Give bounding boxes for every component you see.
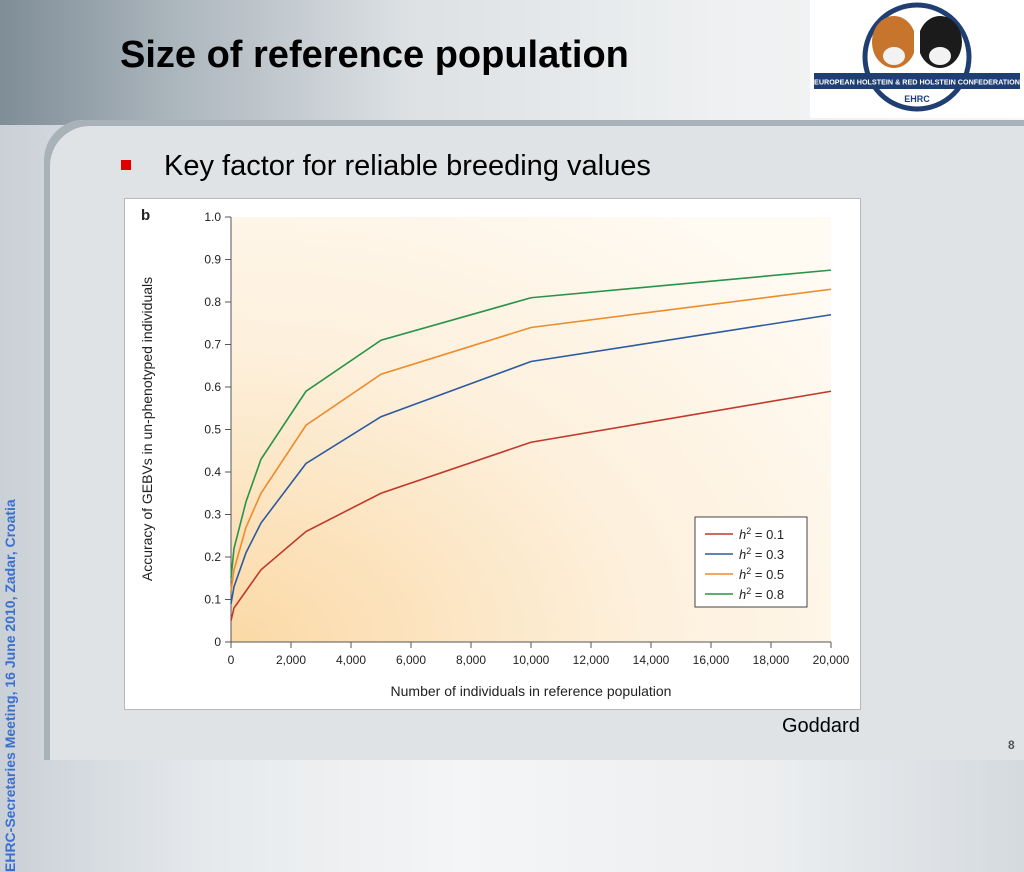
legend-label: h2 = 0.3 — [739, 546, 784, 562]
legend-label: h2 = 0.8 — [739, 586, 784, 602]
ehrc-logo: EUROPEAN HOLSTEIN & RED HOLSTEIN CONFEDE… — [810, 0, 1024, 118]
y-tick-label: 0 — [214, 635, 221, 649]
y-tick-label: 0.2 — [204, 550, 221, 564]
x-tick-label: 2,000 — [276, 653, 306, 667]
y-tick-label: 1.0 — [204, 210, 221, 224]
credit-text: Goddard — [782, 715, 860, 737]
y-tick-label: 0.5 — [204, 423, 221, 437]
y-tick-label: 0.8 — [204, 295, 221, 309]
y-axis-label: Accuracy of GEBVs in un-phenotyped indiv… — [139, 277, 155, 581]
y-tick-label: 0.4 — [204, 465, 221, 479]
y-tick-label: 0.1 — [204, 593, 221, 607]
svg-text:EHRC: EHRC — [904, 94, 930, 104]
x-tick-label: 18,000 — [753, 653, 790, 667]
bullet-text: Key factor for reliable breeding values — [164, 150, 651, 182]
y-tick-label: 0.6 — [204, 380, 221, 394]
x-axis-label: Number of individuals in reference popul… — [391, 683, 672, 699]
page-number: 8 — [1008, 738, 1015, 752]
legend-box — [694, 516, 808, 608]
y-tick-label: 0.7 — [204, 338, 221, 352]
black-cow-icon — [918, 16, 962, 68]
legend-label: h2 = 0.5 — [739, 566, 784, 582]
y-tick-label: 0.3 — [204, 508, 221, 522]
accuracy-chart: b 0 0.1 0.2 0.3 0.4 0.5 0.6 0.7 0.8 0.9 1.0 0 2,000 4… — [139, 207, 850, 699]
x-tick-label: 0 — [228, 653, 235, 667]
x-tick-label: 16,000 — [693, 653, 730, 667]
bullet-marker — [121, 160, 131, 170]
series-line-h2-0-3 — [230, 313, 832, 604]
x-tick-label: 20,000 — [813, 653, 850, 667]
legend-label: h2 = 0.1 — [739, 526, 784, 542]
series-line-h2-0-8 — [230, 269, 832, 579]
chart-frame: b 0 0.1 0.2 0.3 0.4 0.5 0.6 0.7 0.8 0.9 1.0 0 2,000 4… — [124, 198, 861, 710]
panel-label: b — [141, 207, 150, 224]
red-cow-icon — [872, 16, 916, 68]
series-line-h2-0-5 — [230, 288, 832, 592]
x-tick-label: 4,000 — [336, 653, 366, 667]
x-tick-label: 12,000 — [573, 653, 610, 667]
x-tick-label: 8,000 — [456, 653, 486, 667]
series-line-h2-0-1 — [230, 390, 832, 621]
slide-title: Size of reference population — [120, 34, 629, 76]
sidebar-meeting-text: EHRC-Secretaries Meeting, 16 June 2010, … — [2, 499, 18, 872]
y-tick-label: 0.9 — [204, 253, 221, 267]
svg-text:EUROPEAN HOLSTEIN & RED HOLSTE: EUROPEAN HOLSTEIN & RED HOLSTEIN CONFEDE… — [814, 78, 1020, 87]
x-tick-label: 14,000 — [633, 653, 670, 667]
x-tick-label: 6,000 — [396, 653, 426, 667]
x-tick-label: 10,000 — [513, 653, 550, 667]
